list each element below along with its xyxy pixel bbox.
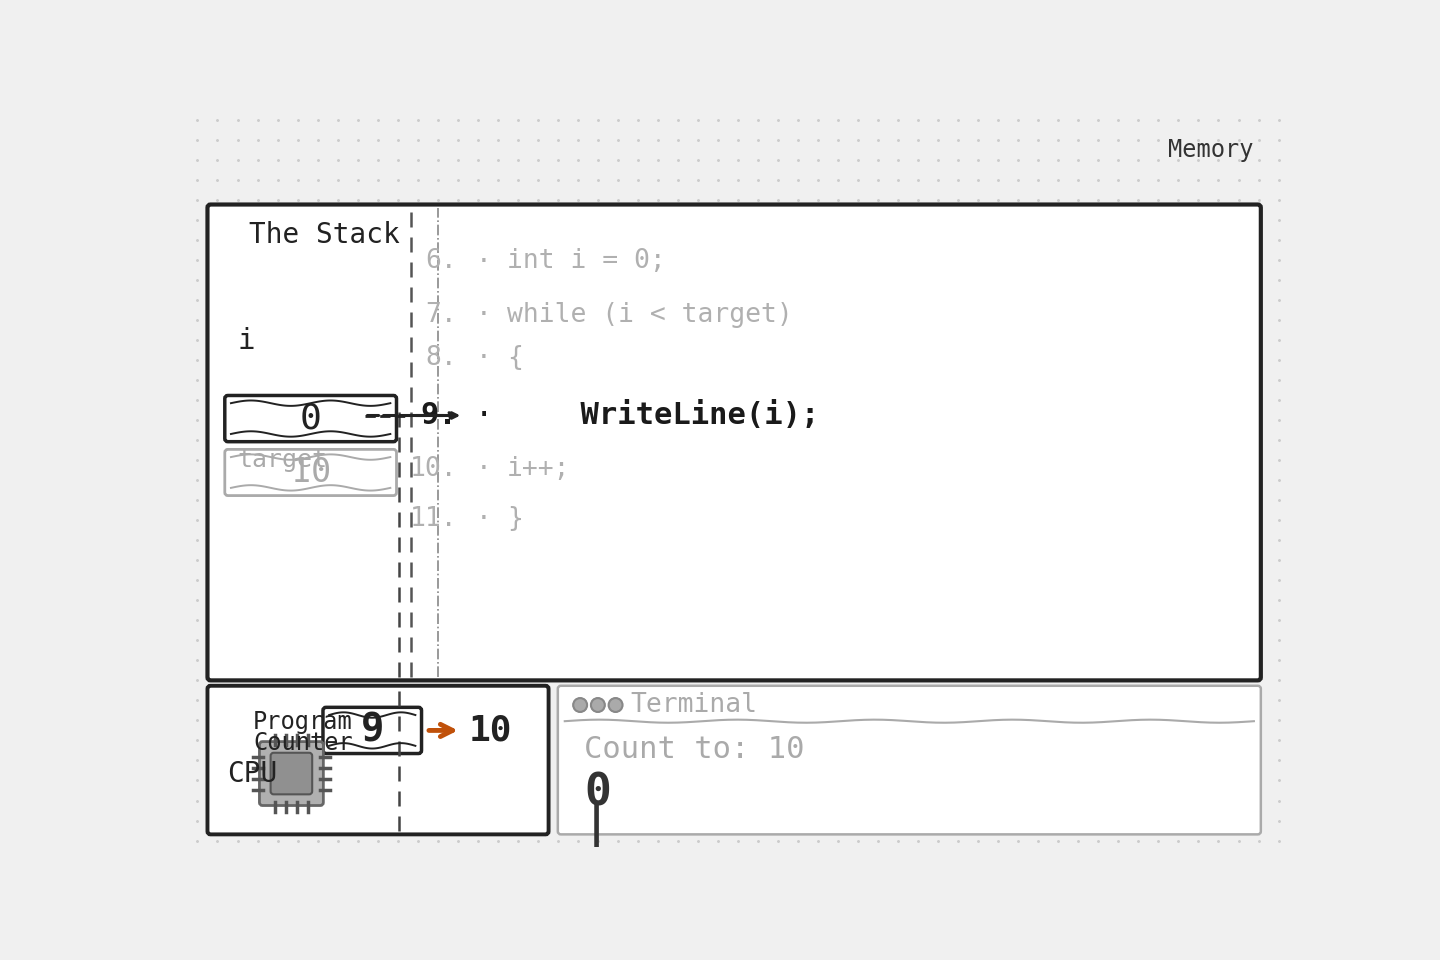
Text: i++;: i++; bbox=[507, 456, 570, 483]
Text: 0: 0 bbox=[300, 401, 321, 436]
FancyBboxPatch shape bbox=[323, 708, 422, 754]
FancyBboxPatch shape bbox=[259, 741, 324, 805]
Circle shape bbox=[573, 698, 588, 712]
Text: ·: · bbox=[477, 302, 492, 328]
Text: The Stack: The Stack bbox=[249, 222, 400, 250]
Text: 6.: 6. bbox=[425, 249, 456, 275]
Text: ·: · bbox=[477, 345, 492, 371]
Text: |: | bbox=[585, 804, 609, 848]
Text: }: } bbox=[507, 507, 523, 533]
Text: Program: Program bbox=[253, 710, 353, 734]
Text: CPU: CPU bbox=[228, 759, 278, 787]
Text: 9.: 9. bbox=[420, 401, 456, 430]
FancyBboxPatch shape bbox=[207, 685, 549, 834]
Text: ·: · bbox=[475, 401, 492, 430]
Text: ·: · bbox=[477, 456, 492, 483]
Text: Terminal: Terminal bbox=[631, 692, 757, 718]
Text: 9: 9 bbox=[360, 711, 384, 750]
Text: ·: · bbox=[477, 507, 492, 533]
Text: 0: 0 bbox=[585, 771, 611, 814]
Text: Counter: Counter bbox=[253, 732, 353, 756]
FancyBboxPatch shape bbox=[207, 204, 1261, 681]
Text: 10: 10 bbox=[468, 713, 513, 748]
Text: WriteLine(i);: WriteLine(i); bbox=[507, 401, 819, 430]
Text: 8.: 8. bbox=[425, 345, 456, 371]
Text: Memory: Memory bbox=[1168, 138, 1254, 162]
Circle shape bbox=[590, 698, 605, 712]
Text: 7.: 7. bbox=[425, 302, 456, 328]
FancyBboxPatch shape bbox=[225, 449, 396, 495]
Circle shape bbox=[609, 698, 622, 712]
Text: 10.: 10. bbox=[409, 456, 456, 483]
Text: 10: 10 bbox=[291, 456, 331, 489]
Text: ·: · bbox=[477, 249, 492, 275]
Text: while (i < target): while (i < target) bbox=[507, 302, 793, 328]
Text: Count to: 10: Count to: 10 bbox=[585, 735, 805, 764]
FancyBboxPatch shape bbox=[225, 396, 396, 442]
Text: {: { bbox=[507, 345, 523, 371]
FancyBboxPatch shape bbox=[271, 753, 312, 794]
Text: target: target bbox=[238, 447, 327, 472]
Text: 11.: 11. bbox=[409, 507, 456, 533]
FancyBboxPatch shape bbox=[557, 685, 1261, 834]
Text: int i = 0;: int i = 0; bbox=[507, 249, 665, 275]
Text: i: i bbox=[238, 327, 255, 355]
